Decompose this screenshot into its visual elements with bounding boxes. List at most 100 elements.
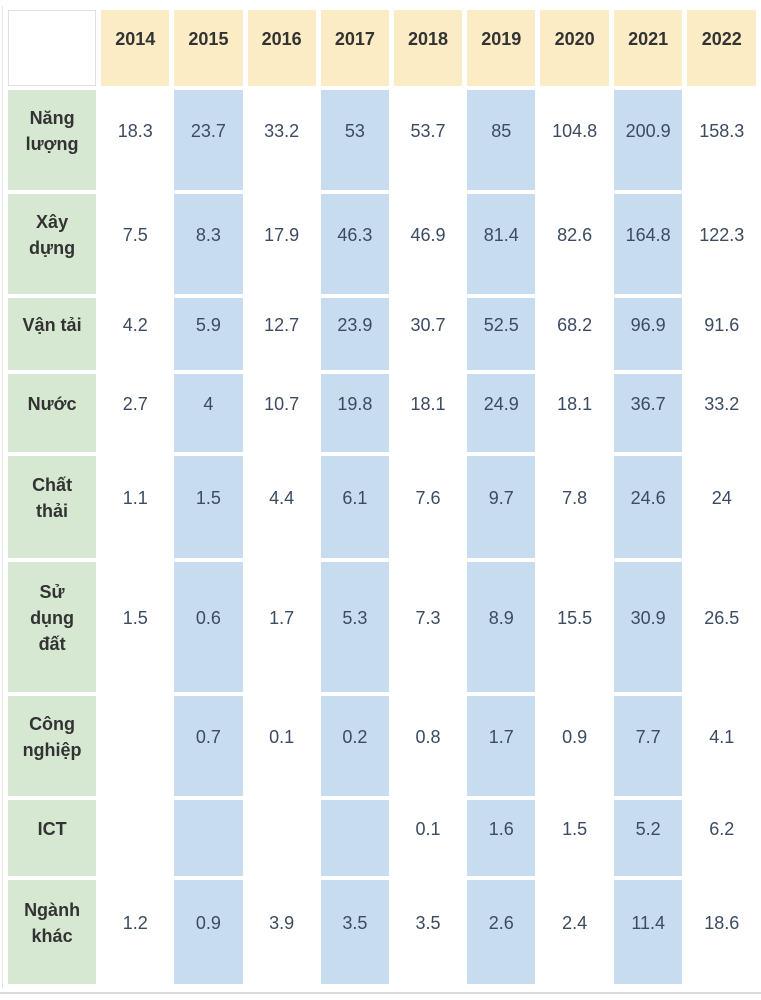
- data-cell: 30.9: [613, 562, 683, 692]
- data-cell: 81.4: [467, 194, 536, 294]
- data-cell: 96.9: [613, 298, 683, 370]
- table-row: Chất thải 1.1 1.5 4.4 6.1 7.6 9.7 7.8 24.6 24: [8, 456, 756, 558]
- data-cell: [101, 800, 170, 876]
- data-cell: 122.3: [687, 194, 756, 294]
- data-cell: 24.9: [467, 374, 536, 452]
- data-cell: 33.2: [687, 374, 756, 452]
- data-cell: [101, 696, 170, 796]
- data-cell: 3.9: [247, 880, 316, 984]
- data-cell: 23.9: [320, 298, 389, 370]
- data-cell: [247, 800, 316, 876]
- data-cell: 12.7: [247, 298, 316, 370]
- data-cell: 0.7: [174, 696, 243, 796]
- data-cell: 30.7: [393, 298, 463, 370]
- table-row: ICT 0.1 1.6 1.5 5.2 6.2: [8, 800, 756, 876]
- data-cell: 85: [467, 90, 536, 190]
- year-header-2016: 2016: [247, 10, 316, 86]
- data-cell: 53: [320, 90, 389, 190]
- data-cell: 5.9: [174, 298, 243, 370]
- row-label: Ngành khác: [8, 880, 97, 984]
- data-cell: 1.7: [467, 696, 536, 796]
- data-cell: 52.5: [467, 298, 536, 370]
- data-cell: 200.9: [613, 90, 683, 190]
- data-cell: 18.1: [393, 374, 463, 452]
- table-row: Nước 2.7 4 10.7 19.8 18.1 24.9 18.1 36.7 33.2: [8, 374, 756, 452]
- data-cell: 0.9: [540, 696, 609, 796]
- data-cell: 26.5: [687, 562, 756, 692]
- data-cell: 24: [687, 456, 756, 558]
- data-cell: 4.4: [247, 456, 316, 558]
- data-cell: 2.4: [540, 880, 609, 984]
- data-cell: 91.6: [687, 298, 756, 370]
- corner-cell: [8, 10, 97, 86]
- data-cell: 158.3: [687, 90, 756, 190]
- data-cell: 18.6: [687, 880, 756, 984]
- row-label: ICT: [8, 800, 97, 876]
- data-cell: 18.1: [540, 374, 609, 452]
- data-cell: 7.7: [613, 696, 683, 796]
- year-header-2020: 2020: [540, 10, 609, 86]
- data-cell: 6.1: [320, 456, 389, 558]
- data-cell: 5.2: [613, 800, 683, 876]
- data-cell: 5.3: [320, 562, 389, 692]
- data-cell: 33.2: [247, 90, 316, 190]
- data-cell: 104.8: [540, 90, 609, 190]
- data-cell: [320, 800, 389, 876]
- year-header-2021: 2021: [613, 10, 683, 86]
- data-cell: 23.7: [174, 90, 243, 190]
- row-label: Vận tải: [8, 298, 97, 370]
- table-body: Năng lượng 18.3 23.7 33.2 53 53.7 85 104.8 200.9…: [8, 90, 756, 984]
- year-header-2015: 2015: [174, 10, 243, 86]
- row-label: Xây dựng: [8, 194, 97, 294]
- row-label: Năng lượng: [8, 90, 97, 190]
- row-label: Chất thải: [8, 456, 97, 558]
- year-header-2017: 2017: [320, 10, 389, 86]
- data-cell: 4.2: [101, 298, 170, 370]
- table-row: Sử dụng đất 1.5 0.6 1.7 5.3 7.3 8.9 15.5 30.9 26.…: [8, 562, 756, 692]
- data-cell: 2.6: [467, 880, 536, 984]
- data-cell: 7.8: [540, 456, 609, 558]
- table-row: Ngành khác 1.2 0.9 3.9 3.5 3.5 2.6 2.4 11.4 18.6: [8, 880, 756, 984]
- data-cell: 3.5: [393, 880, 463, 984]
- data-cell: 8.9: [467, 562, 536, 692]
- data-cell: 164.8: [613, 194, 683, 294]
- data-cell: 1.5: [101, 562, 170, 692]
- data-cell: 24.6: [613, 456, 683, 558]
- data-cell: 46.9: [393, 194, 463, 294]
- data-cell: 4: [174, 374, 243, 452]
- table-row: Công nghiệp 0.7 0.1 0.2 0.8 1.7 0.9 7.7 4.1: [8, 696, 756, 796]
- data-cell: 3.5: [320, 880, 389, 984]
- row-label: Công nghiệp: [8, 696, 97, 796]
- data-cell: 1.5: [174, 456, 243, 558]
- data-cell: 0.6: [174, 562, 243, 692]
- year-header-2019: 2019: [467, 10, 536, 86]
- year-header-2014: 2014: [101, 10, 170, 86]
- row-label: Nước: [8, 374, 97, 452]
- data-cell: 1.1: [101, 456, 170, 558]
- data-cell: 15.5: [540, 562, 609, 692]
- table-wrap: 2014 2015 2016 2017 2018 2019 2020 2021 2022 Năn…: [2, 6, 761, 988]
- year-header-2018: 2018: [393, 10, 463, 86]
- row-label: Sử dụng đất: [8, 562, 97, 692]
- data-cell: 8.3: [174, 194, 243, 294]
- data-cell: 1.2: [101, 880, 170, 984]
- year-header-2022: 2022: [687, 10, 756, 86]
- data-cell: 0.1: [247, 696, 316, 796]
- data-cell: 0.9: [174, 880, 243, 984]
- data-cell: [174, 800, 243, 876]
- data-cell: 53.7: [393, 90, 463, 190]
- data-cell: 17.9: [247, 194, 316, 294]
- data-cell: 0.2: [320, 696, 389, 796]
- data-cell: 6.2: [687, 800, 756, 876]
- data-cell: 9.7: [467, 456, 536, 558]
- data-cell: 1.5: [540, 800, 609, 876]
- data-cell: 7.6: [393, 456, 463, 558]
- page-bottom-divider: [0, 992, 761, 994]
- data-cell: 46.3: [320, 194, 389, 294]
- data-cell: 7.3: [393, 562, 463, 692]
- data-cell: 7.5: [101, 194, 170, 294]
- table-row: Vận tải 4.2 5.9 12.7 23.9 30.7 52.5 68.2 96.9 91.…: [8, 298, 756, 370]
- data-cell: 11.4: [613, 880, 683, 984]
- year-header-row: 2014 2015 2016 2017 2018 2019 2020 2021 2022: [8, 10, 756, 86]
